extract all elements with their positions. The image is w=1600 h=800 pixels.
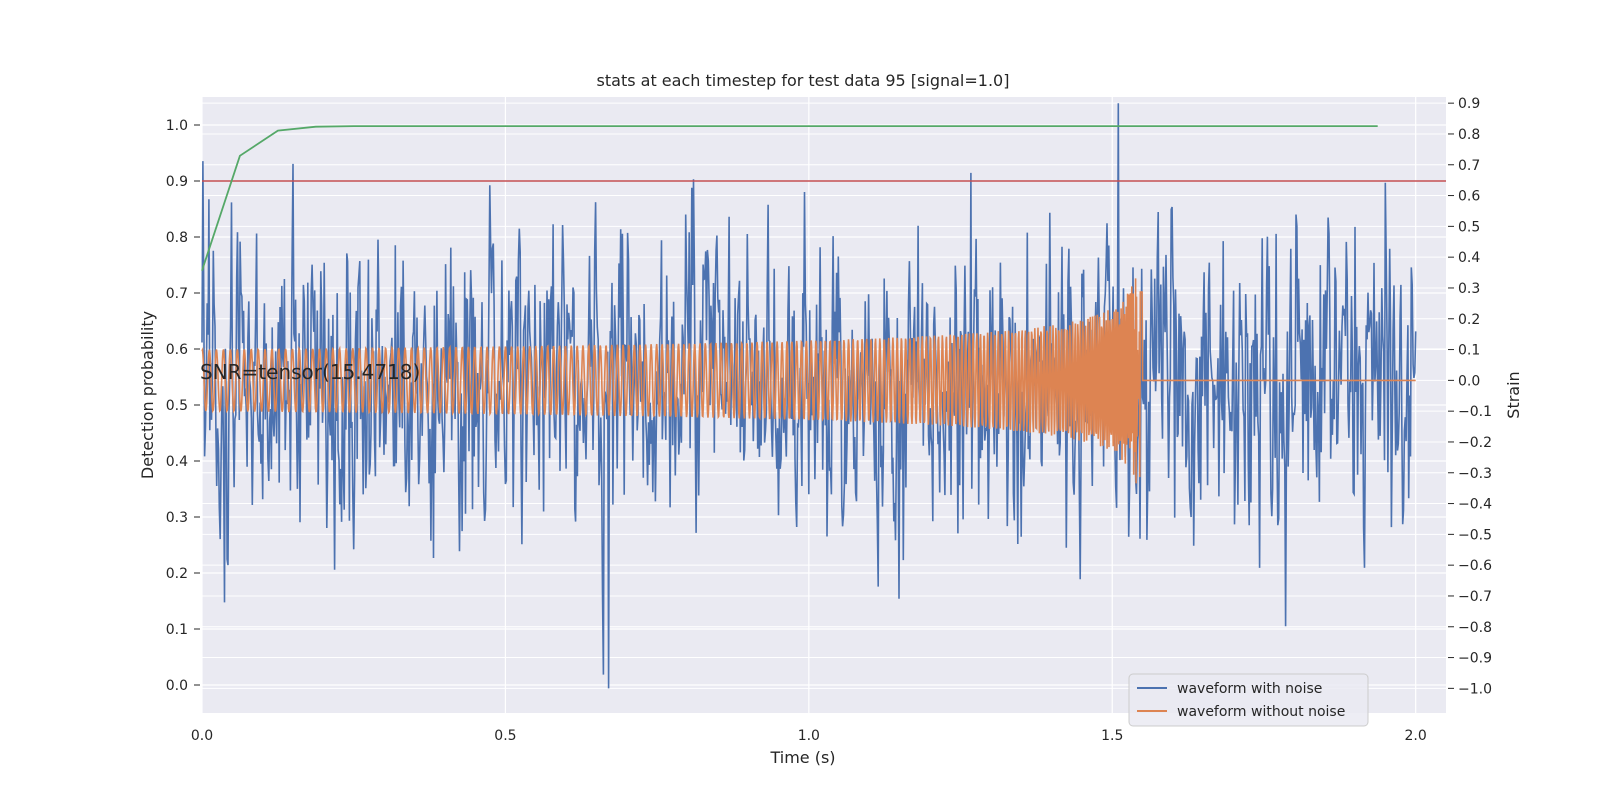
y-right-tick-label: 0.3	[1458, 281, 1480, 297]
y-right-tick-label: 0.6	[1458, 189, 1480, 205]
y-right-tick-label: 0.4	[1458, 250, 1480, 266]
y-right-tick-label: −0.9	[1458, 651, 1492, 667]
ticks: 0.0 0.5 1.0 1.5 2.0 0.0 0.1 0.2 0.3 0.4 0.5 0.6 0.7 0…	[166, 96, 1492, 744]
series-detection-probability	[201, 125, 1378, 271]
y-axis-label-right: Strain	[1504, 371, 1523, 418]
y-right-tick-label: 0.5	[1458, 219, 1480, 235]
y-right-tick-label: −0.2	[1458, 435, 1492, 451]
x-tick-label: 0.0	[191, 728, 213, 744]
y-left-tick-label: 0.4	[166, 454, 188, 470]
y-axis-label-left: Detection probability	[138, 311, 157, 479]
legend: waveform with noise waveform without noi…	[1128, 673, 1369, 727]
x-tick-label: 0.5	[494, 728, 516, 744]
y-right-tick-label: −0.6	[1458, 558, 1492, 574]
x-axis-label: Time (s)	[769, 748, 835, 767]
x-tick-label: 1.0	[798, 728, 820, 744]
x-tick-label: 2.0	[1405, 728, 1427, 744]
series-waveform-without-noise	[201, 278, 1416, 484]
y-right-tick-label: 0.7	[1458, 158, 1480, 174]
y-right-tick-label: 0.8	[1458, 127, 1480, 143]
y-right-tick-label: 0.0	[1458, 373, 1480, 389]
y-right-tick-label: 0.9	[1458, 96, 1480, 112]
y-left-tick-label: 0.5	[166, 398, 188, 414]
y-right-tick-label: −0.5	[1458, 527, 1492, 543]
legend-label-with-noise: waveform with noise	[1177, 681, 1322, 697]
y-left-tick-label: 0.1	[166, 622, 188, 638]
chart-title: stats at each timestep for test data 95 …	[597, 71, 1010, 90]
y-right-tick-label: −0.3	[1458, 466, 1492, 482]
y-right-tick-label: 0.2	[1458, 312, 1480, 328]
y-right-tick-label: −1.0	[1458, 681, 1492, 697]
y-left-tick-label: 0.9	[166, 174, 188, 190]
x-tick-label: 1.5	[1101, 728, 1123, 744]
y-right-tick-label: −0.7	[1458, 589, 1492, 605]
legend-box	[1128, 673, 1369, 727]
y-left-tick-label: 0.8	[166, 230, 188, 246]
y-right-tick-label: −0.1	[1458, 404, 1492, 420]
y-right-tick-label: 0.1	[1458, 343, 1480, 359]
y-left-tick-label: 0.6	[166, 342, 188, 358]
y-left-tick-label: 1.0	[166, 118, 188, 134]
y-left-tick-label: 0.7	[166, 286, 188, 302]
y-left-tick-label: 0.0	[166, 678, 188, 694]
y-right-tick-label: −0.4	[1458, 497, 1492, 513]
legend-label-without-noise: waveform without noise	[1177, 704, 1345, 720]
y-left-tick-label: 0.2	[166, 566, 188, 582]
series-layer	[201, 103, 1446, 689]
y-left-tick-label: 0.3	[166, 510, 188, 526]
y-right-tick-label: −0.8	[1458, 620, 1492, 636]
snr-annotation: SNR=tensor(15.4718)	[200, 360, 420, 384]
